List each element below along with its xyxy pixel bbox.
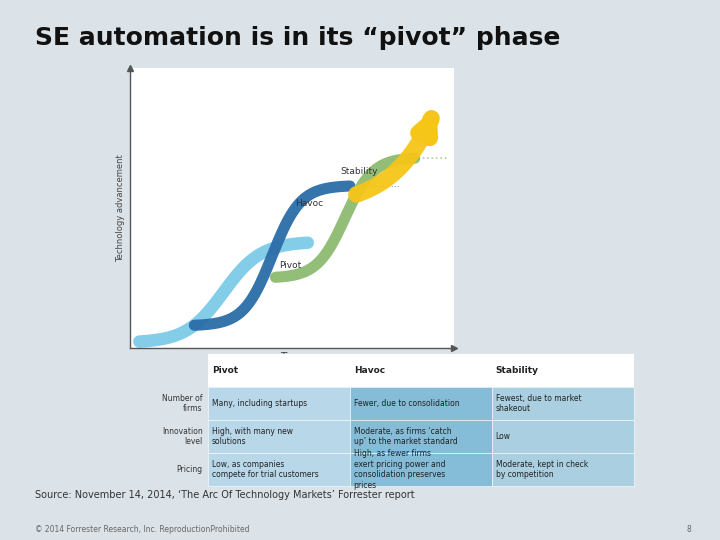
Text: Low, as companies
compete for trial customers: Low, as companies compete for trial cust… [212,460,318,479]
Bar [207,387,350,420]
Text: Moderate, kept in check
by competition: Moderate, kept in check by competition [495,460,588,479]
X-axis label: Time: Time [279,353,304,362]
Text: High, as fewer firms
exert pricing power and
consolidation preserves
prices: High, as fewer firms exert pricing power… [354,449,445,490]
Bar [492,354,634,387]
Text: High, with many new
solutions: High, with many new solutions [212,427,293,446]
Text: Pricing: Pricing [176,465,203,474]
Text: Stability: Stability [495,366,539,375]
Text: Pivot: Pivot [279,261,301,269]
Bar [350,387,492,420]
Text: SE automation is in its “pivot” phase: SE automation is in its “pivot” phase [35,26,560,50]
Text: Source: November 14, 2014, ‘The Arc Of Technology Markets’ Forrester report: Source: November 14, 2014, ‘The Arc Of T… [35,490,414,501]
Text: Stability: Stability [340,167,378,176]
Bar [207,420,350,453]
Text: 8: 8 [686,525,691,534]
Text: Number of
firms: Number of firms [162,394,203,413]
Text: Moderate, as firms ‘catch
up’ to the market standard: Moderate, as firms ‘catch up’ to the mar… [354,427,457,446]
Bar [350,453,492,486]
Bar [492,387,634,420]
Bar [492,420,634,453]
Bar [350,354,492,387]
Bar [350,420,492,453]
Bar [207,354,350,387]
Text: Havoc: Havoc [295,199,323,208]
Bar [207,453,350,486]
Text: Havoc: Havoc [354,366,384,375]
Y-axis label: Technology advancement: Technology advancement [117,154,125,262]
Bar [492,453,634,486]
Text: © 2014 Forrester Research, Inc. ReproductionProhibited: © 2014 Forrester Research, Inc. Reproduc… [35,525,249,534]
Text: Low: Low [495,432,510,441]
Text: Many, including startups: Many, including startups [212,399,307,408]
Text: Pivot: Pivot [212,366,238,375]
Text: Fewest, due to market
shakeout: Fewest, due to market shakeout [495,394,581,413]
Text: Fewer, due to consolidation: Fewer, due to consolidation [354,399,459,408]
Text: Innovation
level: Innovation level [162,427,203,446]
